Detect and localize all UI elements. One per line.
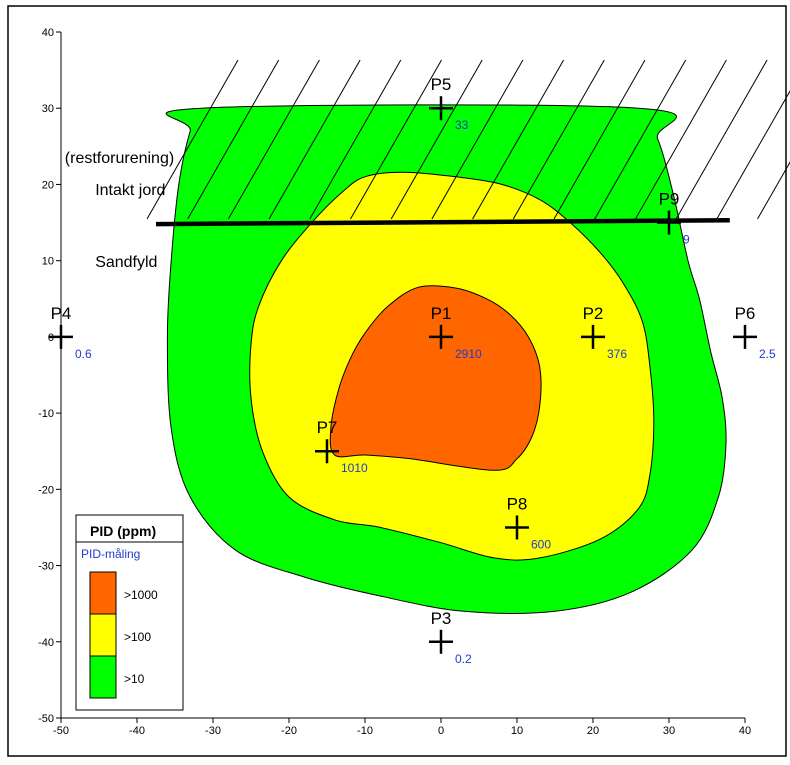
legend-swatch — [90, 656, 116, 698]
point-value: 33 — [455, 118, 469, 132]
point-label: P6 — [735, 304, 756, 323]
legend-entry-label: >100 — [124, 630, 151, 644]
point-value: 1010 — [341, 461, 368, 475]
y-tick-label: -30 — [38, 561, 54, 573]
x-tick-label: 0 — [438, 725, 444, 737]
point-value: 9 — [683, 233, 690, 247]
point-label: P2 — [583, 304, 604, 323]
x-tick-label: 10 — [511, 725, 523, 737]
x-tick-label: -20 — [281, 725, 297, 737]
y-tick-label: 30 — [42, 103, 54, 115]
legend-title: PID (ppm) — [90, 523, 156, 539]
point-value: 600 — [531, 537, 551, 551]
x-tick-label: -40 — [129, 725, 145, 737]
legend-entry-label: >1000 — [124, 588, 158, 602]
point-label: P5 — [431, 75, 452, 94]
y-tick-label: 20 — [42, 179, 54, 191]
x-tick-label: -10 — [357, 725, 373, 737]
point-value: 0.6 — [75, 347, 92, 361]
y-tick-label: -10 — [38, 408, 54, 420]
point-value: 376 — [607, 347, 627, 361]
y-tick-label: -40 — [38, 637, 54, 649]
y-tick-label: -20 — [38, 484, 54, 496]
x-tick-label: 30 — [663, 725, 675, 737]
legend-subtitle: PID-måling — [81, 547, 140, 561]
point-label: P9 — [659, 190, 680, 209]
legend-swatch — [90, 572, 116, 614]
y-tick-label: 10 — [42, 256, 54, 268]
point-value: 2910 — [455, 347, 482, 361]
y-tick-label: 40 — [42, 27, 54, 39]
point-label: P8 — [507, 494, 528, 513]
point-label: P7 — [317, 418, 338, 437]
annotation-text: Intakt jord — [95, 182, 165, 199]
legend-swatch — [90, 614, 116, 656]
x-tick-label: 40 — [739, 725, 751, 737]
point-value: 0.2 — [455, 652, 472, 666]
x-tick-label: 20 — [587, 725, 599, 737]
y-tick-label: -50 — [38, 713, 54, 725]
point-label: P1 — [431, 304, 452, 323]
x-tick-label: -50 — [53, 725, 69, 737]
x-tick-label: -30 — [205, 725, 221, 737]
annotation-text: (restforurening) — [65, 150, 174, 167]
annotation-text: Sandfyld — [95, 254, 157, 271]
legend-entry-label: >10 — [124, 672, 145, 686]
point-value: 2.5 — [759, 347, 776, 361]
point-label: P4 — [51, 304, 72, 323]
legend: PID (ppm) PID-måling >1000 >100 >10 — [76, 515, 183, 710]
point-label: P3 — [431, 609, 452, 628]
